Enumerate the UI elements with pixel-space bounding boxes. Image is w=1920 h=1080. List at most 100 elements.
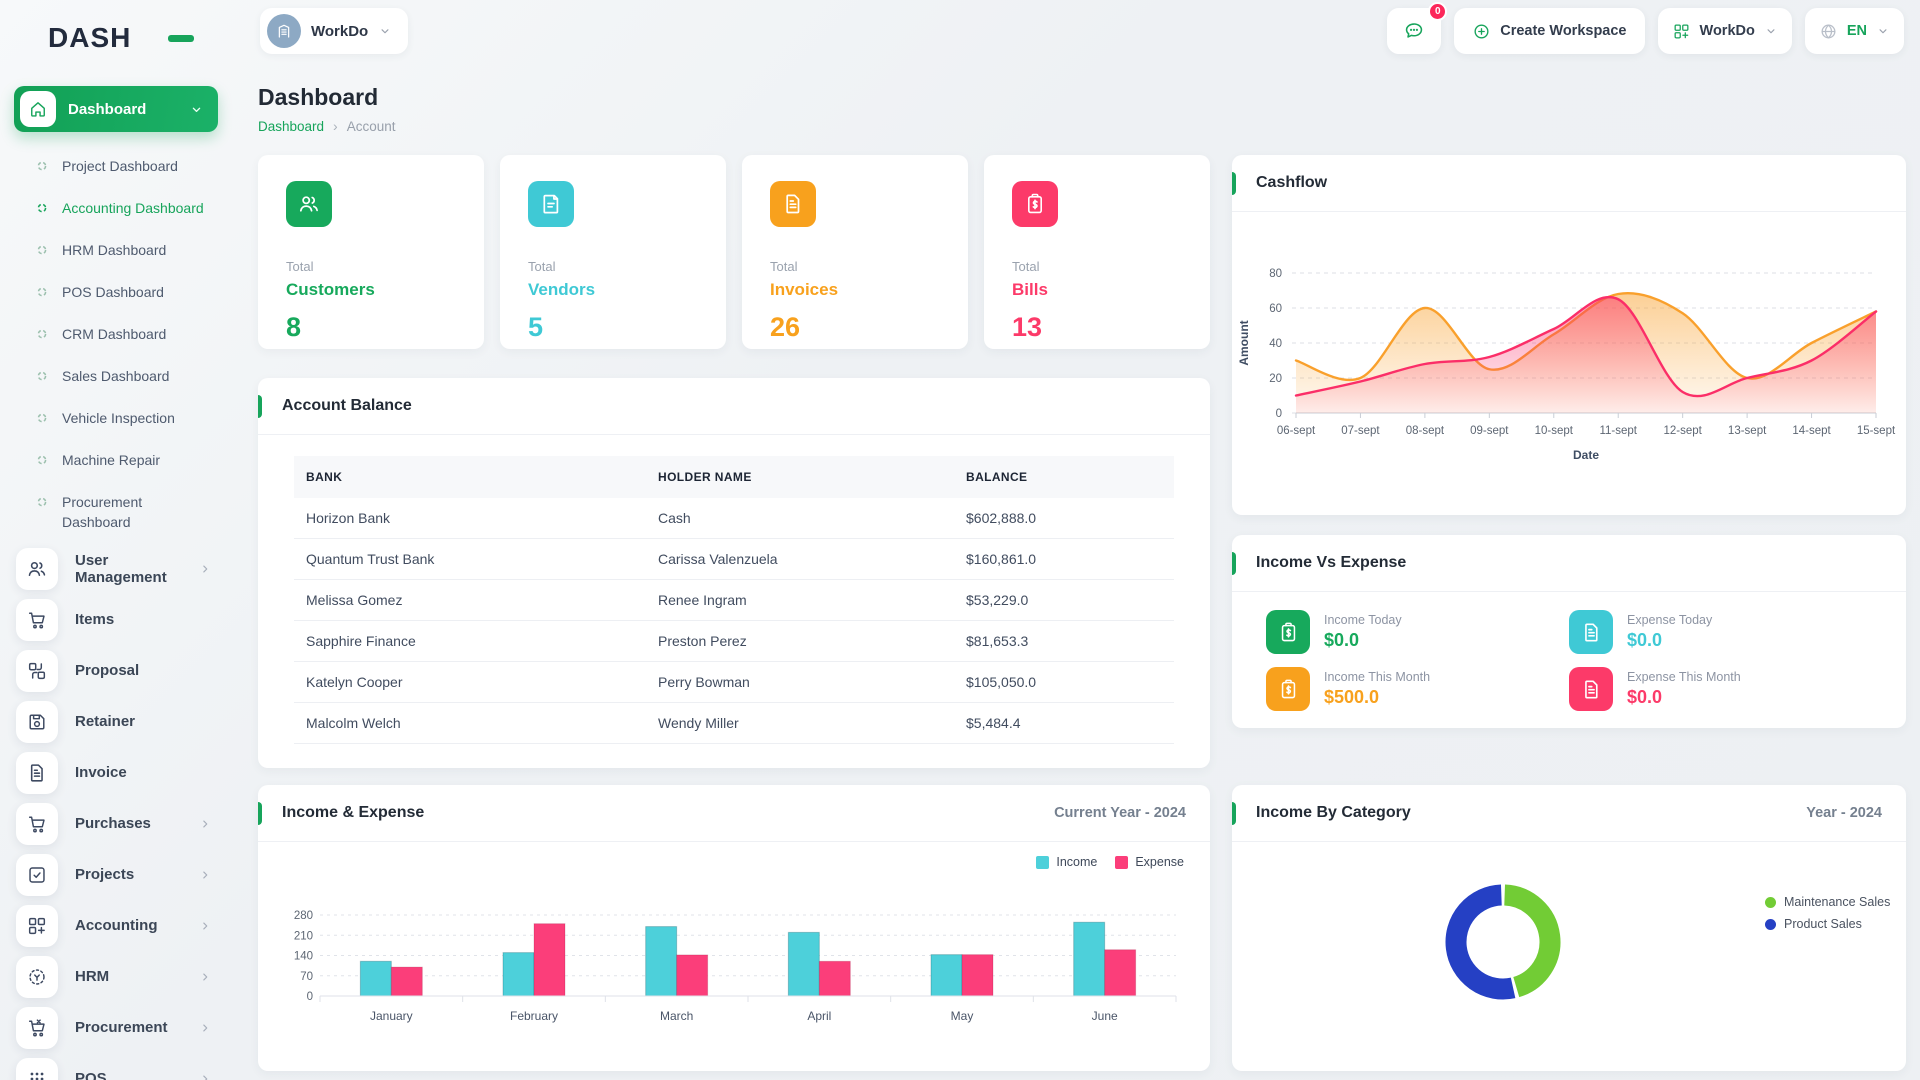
sidebar-subitem[interactable]: Project Dashboard: [0, 145, 232, 187]
check-square-icon: [16, 853, 58, 896]
stat-value: 5: [528, 312, 544, 342]
sidebar-item-projects[interactable]: Projects: [10, 849, 222, 900]
language-selector[interactable]: EN: [1804, 8, 1904, 54]
chevron-down-icon: [189, 102, 204, 117]
stat-icon-chip: [1012, 181, 1058, 227]
table-row: Sapphire Finance Preston Perez $81,653.3: [294, 620, 1174, 662]
sidebar-subitem[interactable]: Procurement Dashboard: [0, 481, 232, 543]
bullet-icon: [36, 244, 48, 256]
svg-text:0: 0: [307, 991, 313, 1003]
sidebar-item-retainer[interactable]: Retainer: [10, 696, 222, 747]
sidebar-item-accounting[interactable]: Accounting: [10, 900, 222, 951]
card-title: Account Balance: [282, 397, 412, 414]
cart-icon: [16, 802, 58, 845]
svg-text:08-sept: 08-sept: [1406, 425, 1445, 437]
stat-label: Bills: [1012, 280, 1048, 299]
svg-text:13-sept: 13-sept: [1728, 425, 1767, 437]
brand-logo[interactable]: DASH: [48, 22, 194, 54]
chevron-right-icon: [198, 1072, 212, 1080]
income-expense-chart-card: Income & Expense Current Year - 2024 Inc…: [258, 785, 1210, 1071]
donut-legend: Maintenance Sales Product Sales: [1765, 891, 1890, 935]
users-icon: [297, 192, 321, 216]
sidebar-subitem[interactable]: Sales Dashboard: [0, 355, 232, 397]
stat-card: Total Bills 13: [984, 155, 1210, 349]
table-row: Quantum Trust Bank Carissa Valenzuela $160…: [294, 538, 1174, 580]
legend-swatch-income: [1036, 855, 1050, 869]
plus-circle-icon: [1472, 22, 1491, 41]
sidebar-subitem[interactable]: Vehicle Inspection: [0, 397, 232, 439]
sidebar-subitem[interactable]: HRM Dashboard: [0, 229, 232, 271]
svg-text:210: 210: [294, 930, 313, 942]
table-row: Malcolm Welch Wendy Miller $5,484.4: [294, 702, 1174, 744]
bill-file-icon: [1569, 667, 1613, 711]
income-by-category-donut-chart: [1445, 884, 1561, 1000]
account-balance-card: Account Balance BANK HOLDER NAME BALANCE…: [258, 378, 1210, 768]
chevron-down-icon: [378, 24, 392, 38]
chevron-right-icon: [198, 868, 212, 882]
stats-row: Total Customers 8 Total Vendors 5 Total …: [258, 155, 1210, 349]
bullet-icon: [36, 160, 48, 172]
topbar: WorkDo 0 Create Workspace WorkDo EN: [232, 0, 1920, 62]
bullet-icon: [36, 454, 48, 466]
card-title: Income Vs Expense: [1256, 554, 1407, 571]
note-icon: [539, 192, 563, 216]
income-expense-bar-chart: 0 70 140 210 280 January February March April May…: [294, 910, 1177, 1023]
svg-text:06-sept: 06-sept: [1277, 425, 1316, 437]
stat-label: Customers: [286, 280, 375, 299]
sidebar-item-label: Dashboard: [68, 100, 147, 118]
sidebar-subitem[interactable]: CRM Dashboard: [0, 313, 232, 355]
sidebar-item-procurement[interactable]: Procurement: [10, 1002, 222, 1053]
bullet-icon: [36, 286, 48, 298]
stat-value: 13: [1012, 312, 1043, 342]
sidebar-item-user-management[interactable]: User Management: [10, 543, 222, 594]
stat-card: Total Vendors 5: [500, 155, 726, 349]
stat-prefix: Total: [1012, 259, 1040, 274]
sidebar-item-pos[interactable]: POS: [10, 1053, 222, 1080]
sidebar-subitem[interactable]: Accounting Dashboard: [0, 187, 232, 229]
svg-text:70: 70: [300, 971, 313, 983]
brand-logo-dash-accent: [168, 35, 194, 42]
column-header-bank: BANK: [294, 456, 646, 498]
cart-icon: [16, 598, 58, 641]
sidebar-item-invoice[interactable]: Invoice: [10, 747, 222, 798]
column-header-holder: HOLDER NAME: [646, 456, 954, 498]
ive-item: Income This Month $500.0: [1266, 667, 1569, 711]
svg-text:February: February: [510, 1009, 558, 1023]
sidebar-item-items[interactable]: Items: [10, 594, 222, 645]
svg-text:May: May: [951, 1009, 974, 1023]
chevron-down-icon: [1764, 24, 1778, 38]
sidebar-item-purchases[interactable]: Purchases: [10, 798, 222, 849]
messages-button[interactable]: 0: [1387, 2, 1448, 54]
workspace-switcher[interactable]: WorkDo: [260, 8, 409, 54]
svg-text:0: 0: [1276, 408, 1282, 420]
ive-label: Income Today: [1324, 613, 1402, 627]
stat-card: Total Customers 8: [258, 155, 484, 349]
legend-dot: [1765, 918, 1776, 930]
sidebar-item-proposal[interactable]: Proposal: [10, 645, 222, 696]
breadcrumb: Dashboard › Account: [258, 118, 396, 134]
ive-value: $0.0: [1627, 630, 1663, 650]
clipboard-dollar-icon: [1266, 667, 1310, 711]
stat-value: 8: [286, 312, 302, 342]
stat-icon-chip: [286, 181, 332, 227]
breadcrumb-link-dashboard[interactable]: Dashboard: [258, 118, 325, 134]
legend-item-maintenance-sales: Maintenance Sales: [1765, 891, 1890, 913]
svg-text:10-sept: 10-sept: [1535, 425, 1574, 437]
sidebar-item-hrm[interactable]: HRM: [10, 951, 222, 1002]
cart-x-icon: [16, 1006, 58, 1049]
bar-chart-legend: Income Expense: [1036, 855, 1184, 869]
create-workspace-button[interactable]: Create Workspace: [1454, 8, 1645, 54]
users-icon: [16, 547, 58, 590]
sidebar-subitem[interactable]: Machine Repair: [0, 439, 232, 481]
svg-text:40: 40: [1269, 338, 1282, 350]
card-header: Cashflow: [1232, 155, 1906, 212]
bill-icon: [1023, 192, 1047, 216]
sidebar-item-dashboard[interactable]: Dashboard: [14, 86, 218, 132]
income-by-category-card: Income By Category Year - 2024 Maintenan…: [1232, 785, 1906, 1071]
table-row: Horizon Bank Cash $602,888.0: [294, 498, 1174, 539]
sidebar-subitem[interactable]: POS Dashboard: [0, 271, 232, 313]
card-title: Income & Expense: [282, 804, 425, 821]
stat-card: Total Invoices 26: [742, 155, 968, 349]
workdo-menu-button[interactable]: WorkDo: [1657, 8, 1792, 54]
chevron-right-icon: [198, 817, 212, 831]
